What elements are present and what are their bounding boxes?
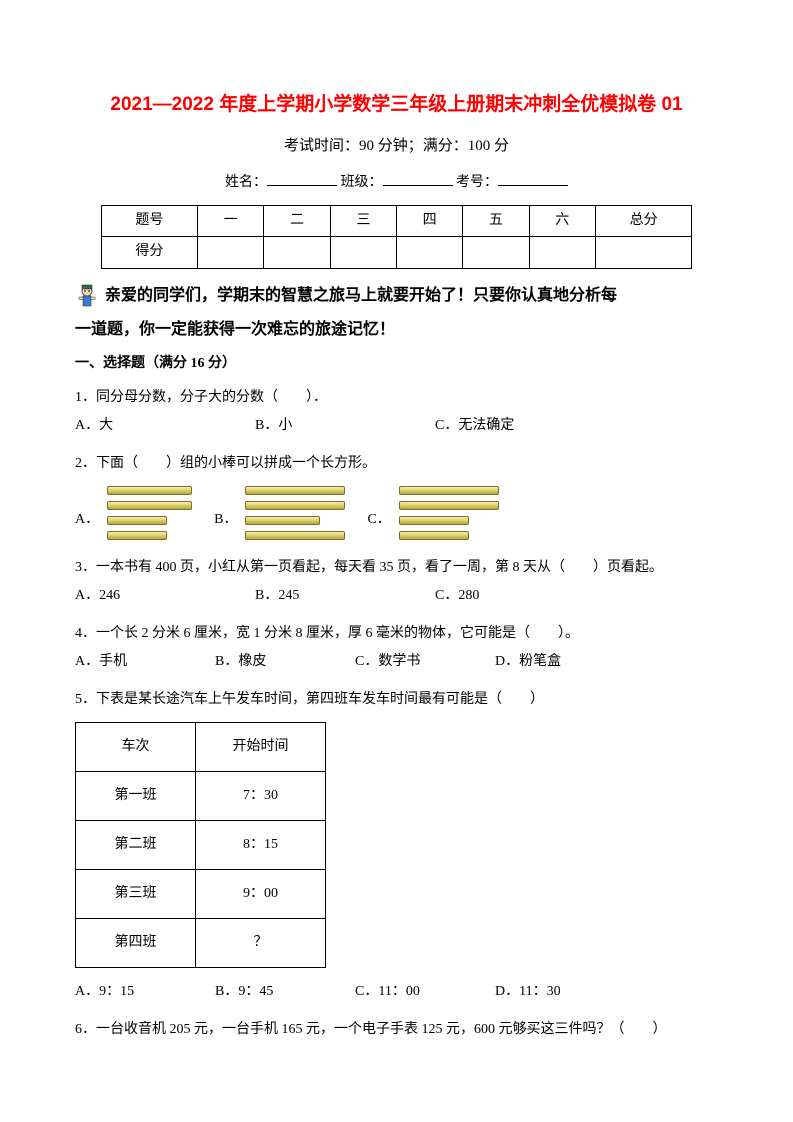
stick bbox=[107, 501, 192, 510]
q4-options: A．手机 B．橡皮 C．数学书 D．粉笔盒 bbox=[75, 648, 718, 676]
header-cell: 三 bbox=[330, 205, 396, 236]
q3-text: 3．一本书有 400 页，小红从第一页看起，每天看 35 页，看了一周，第 8 … bbox=[75, 554, 718, 582]
bus-cell: 第三班 bbox=[76, 869, 196, 918]
stick bbox=[399, 486, 499, 495]
q4-option-a[interactable]: A．手机 bbox=[75, 648, 215, 676]
q2-option-b-label[interactable]: B． bbox=[214, 506, 237, 540]
q1-option-a[interactable]: A．大 bbox=[75, 412, 255, 440]
intro-text-2: 一道题，你一定能获得一次难忘的旅途记忆！ bbox=[75, 315, 718, 345]
q5-text: 5．下表是某长途汽车上午发车时间，第四班车发车时间最有可能是（ ） bbox=[75, 686, 718, 714]
sticks-group-c bbox=[399, 486, 499, 540]
score-cell[interactable] bbox=[396, 237, 462, 268]
stick bbox=[399, 531, 469, 540]
stick bbox=[399, 501, 499, 510]
header-cell: 五 bbox=[463, 205, 529, 236]
bus-header-1: 车次 bbox=[76, 722, 196, 771]
header-cell: 一 bbox=[198, 205, 264, 236]
intro-row: 亲爱的同学们，学期末的智慧之旅马上就要开始了！只要你认真地分析每 bbox=[75, 281, 718, 311]
stick bbox=[107, 486, 192, 495]
q1-option-b[interactable]: B．小 bbox=[255, 412, 435, 440]
intro-text-1: 亲爱的同学们，学期末的智慧之旅马上就要开始了！只要你认真地分析每 bbox=[105, 281, 617, 311]
header-cell: 四 bbox=[396, 205, 462, 236]
question-6: 6．一台收音机 205 元，一台手机 165 元，一个电子手表 125 元，60… bbox=[75, 1016, 718, 1044]
bus-cell: 第二班 bbox=[76, 820, 196, 869]
bus-cell: 7：30 bbox=[196, 771, 326, 820]
q2-option-c-label[interactable]: C． bbox=[367, 506, 390, 540]
mascot-icon bbox=[75, 283, 99, 311]
q3-options: A．246 B．245 C．280 bbox=[75, 582, 718, 610]
q6-text: 6．一台收音机 205 元，一台手机 165 元，一个电子手表 125 元，60… bbox=[75, 1016, 718, 1044]
score-cell[interactable] bbox=[198, 237, 264, 268]
q3-option-b[interactable]: B．245 bbox=[255, 582, 435, 610]
question-2: 2．下面（ ）组的小棒可以拼成一个长方形。 A． B． C． bbox=[75, 450, 718, 540]
bus-header-2: 开始时间 bbox=[196, 722, 326, 771]
table-row: 车次 开始时间 bbox=[76, 722, 326, 771]
score-table: 题号 一 二 三 四 五 六 总分 得分 bbox=[101, 205, 693, 269]
q5-option-d[interactable]: D．11：30 bbox=[495, 978, 635, 1006]
bus-table: 车次 开始时间 第一班 7：30 第二班 8：15 第三班 9：00 第四班 ？ bbox=[75, 722, 326, 968]
table-row: 第四班 ？ bbox=[76, 918, 326, 967]
q4-option-b[interactable]: B．橡皮 bbox=[215, 648, 355, 676]
bus-cell: 8：15 bbox=[196, 820, 326, 869]
q4-option-d[interactable]: D．粉笔盒 bbox=[495, 648, 635, 676]
header-cell: 二 bbox=[264, 205, 330, 236]
sticks-group-a bbox=[107, 486, 192, 540]
id-label: 考号： bbox=[456, 175, 498, 190]
q5-option-b[interactable]: B．9：45 bbox=[215, 978, 355, 1006]
table-row: 第三班 9：00 bbox=[76, 869, 326, 918]
row-label-cell: 得分 bbox=[101, 237, 197, 268]
stick bbox=[245, 486, 345, 495]
stick bbox=[107, 531, 167, 540]
score-cell[interactable] bbox=[264, 237, 330, 268]
stick bbox=[245, 516, 320, 525]
exam-info: 考试时间：90 分钟；满分：100 分 bbox=[75, 134, 718, 158]
page-title: 2021—2022 年度上学期小学数学三年级上册期末冲刺全优模拟卷 01 bbox=[75, 90, 718, 120]
header-cell: 六 bbox=[529, 205, 595, 236]
id-field[interactable] bbox=[498, 172, 568, 186]
class-label: 班级： bbox=[341, 175, 383, 190]
q3-option-c[interactable]: C．280 bbox=[435, 582, 615, 610]
student-info: 姓名： 班级： 考号： bbox=[75, 172, 718, 194]
bus-cell: 9：00 bbox=[196, 869, 326, 918]
stick bbox=[399, 516, 469, 525]
q1-options: A．大 B．小 C．无法确定 bbox=[75, 412, 718, 440]
q5-option-c[interactable]: C．11：00 bbox=[355, 978, 495, 1006]
header-cell: 总分 bbox=[595, 205, 691, 236]
q2-option-a-label[interactable]: A． bbox=[75, 506, 99, 540]
table-row: 第一班 7：30 bbox=[76, 771, 326, 820]
bus-cell: 第一班 bbox=[76, 771, 196, 820]
stick bbox=[245, 501, 345, 510]
q5-option-a[interactable]: A．9：15 bbox=[75, 978, 215, 1006]
stick bbox=[107, 516, 167, 525]
score-cell[interactable] bbox=[529, 237, 595, 268]
question-3: 3．一本书有 400 页，小红从第一页看起，每天看 35 页，看了一周，第 8 … bbox=[75, 554, 718, 610]
question-5: 5．下表是某长途汽车上午发车时间，第四班车发车时间最有可能是（ ） 车次 开始时… bbox=[75, 686, 718, 1006]
question-4: 4．一个长 2 分米 6 厘米，宽 1 分米 8 厘米，厚 6 毫米的物体，它可… bbox=[75, 620, 718, 676]
name-label: 姓名： bbox=[225, 175, 267, 190]
section-1-title: 一、选择题（满分 16 分） bbox=[75, 353, 718, 375]
q4-option-c[interactable]: C．数学书 bbox=[355, 648, 495, 676]
class-field[interactable] bbox=[383, 172, 453, 186]
header-cell: 题号 bbox=[101, 205, 197, 236]
q4-text: 4．一个长 2 分米 6 厘米，宽 1 分米 8 厘米，厚 6 毫米的物体，它可… bbox=[75, 620, 718, 648]
table-row: 第二班 8：15 bbox=[76, 820, 326, 869]
bus-cell: ？ bbox=[196, 918, 326, 967]
question-1: 1．同分母分数，分子大的分数（ ）． A．大 B．小 C．无法确定 bbox=[75, 384, 718, 440]
table-row: 题号 一 二 三 四 五 六 总分 bbox=[101, 205, 692, 236]
q1-option-c[interactable]: C．无法确定 bbox=[435, 412, 615, 440]
q2-text: 2．下面（ ）组的小棒可以拼成一个长方形。 bbox=[75, 450, 718, 478]
table-row: 得分 bbox=[101, 237, 692, 268]
name-field[interactable] bbox=[267, 172, 337, 186]
score-cell[interactable] bbox=[595, 237, 691, 268]
score-cell[interactable] bbox=[330, 237, 396, 268]
q1-text: 1．同分母分数，分子大的分数（ ）． bbox=[75, 384, 718, 412]
bus-cell: 第四班 bbox=[76, 918, 196, 967]
score-cell[interactable] bbox=[463, 237, 529, 268]
q5-options: A．9：15 B．9：45 C．11：00 D．11：30 bbox=[75, 978, 718, 1006]
sticks-group-b bbox=[245, 486, 345, 540]
q3-option-a[interactable]: A．246 bbox=[75, 582, 255, 610]
q2-sticks-row: A． B． C． bbox=[75, 486, 718, 540]
stick bbox=[245, 531, 345, 540]
